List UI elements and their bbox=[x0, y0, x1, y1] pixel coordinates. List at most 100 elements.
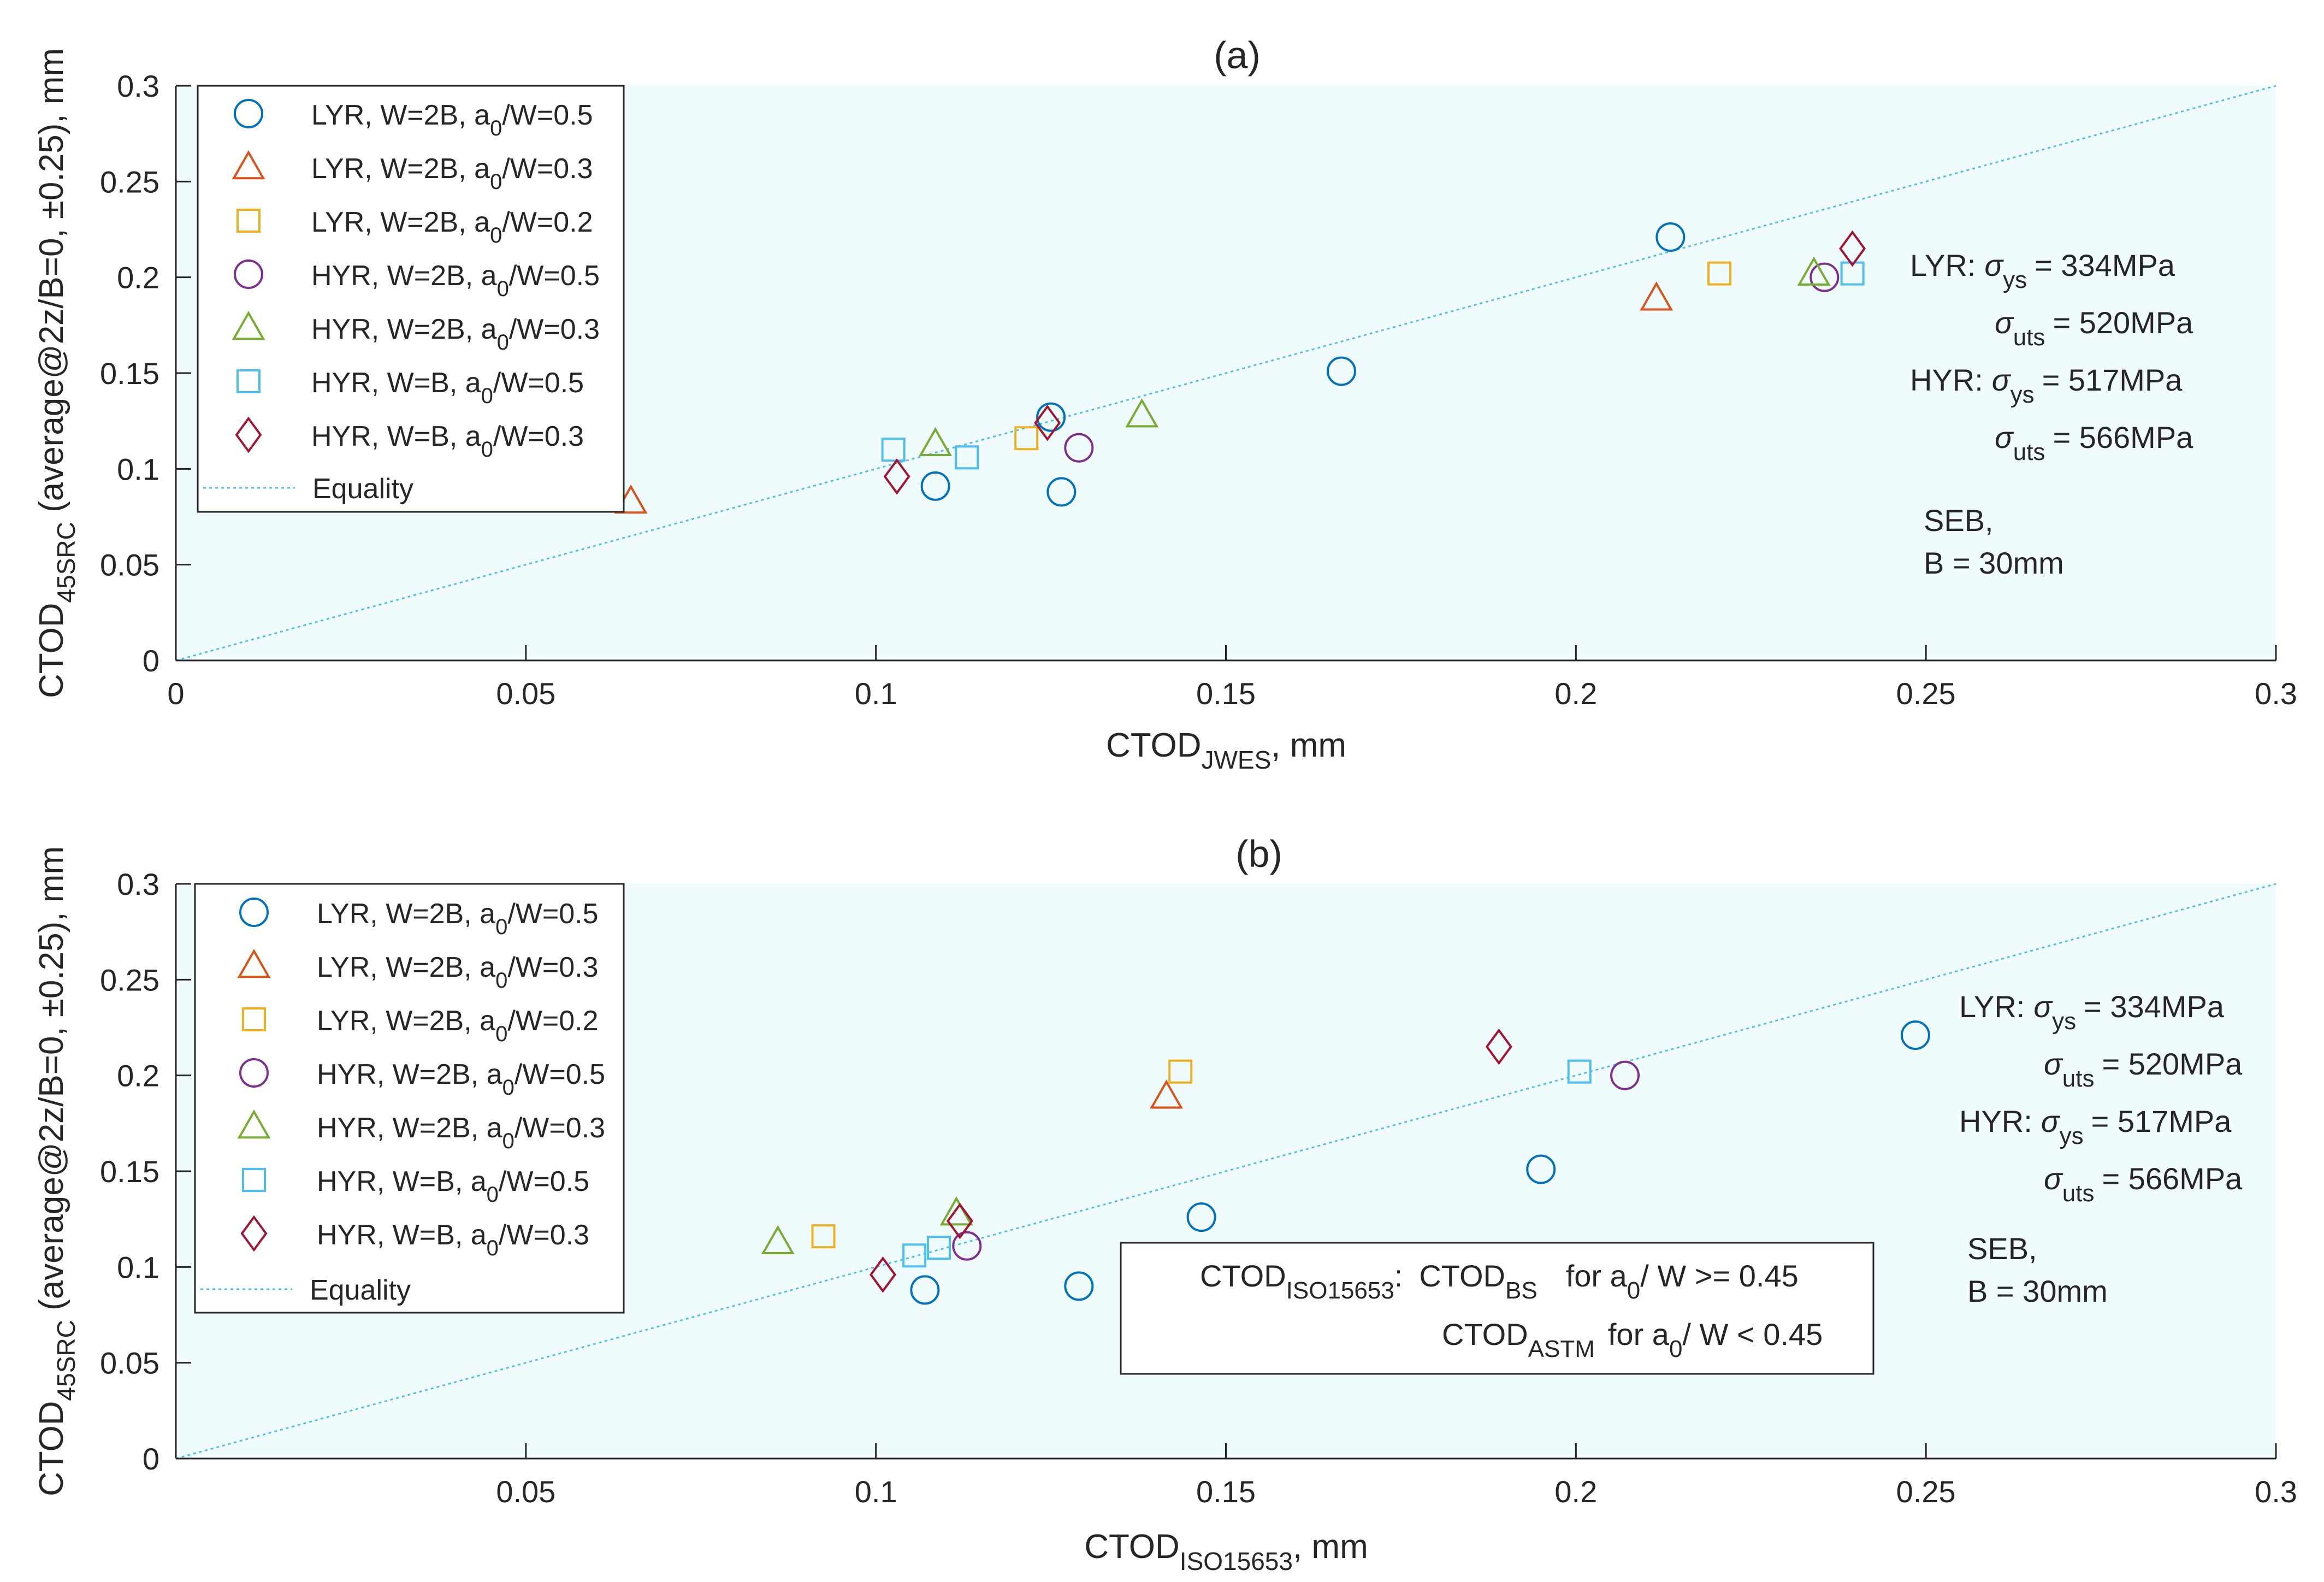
data-point bbox=[1839, 230, 1866, 267]
svg-text:SEB,: SEB, bbox=[1924, 503, 1994, 538]
panel-a-equality-line bbox=[175, 85, 2276, 662]
legend-marker bbox=[232, 150, 265, 180]
y-tick-label: 0.25 bbox=[100, 963, 159, 997]
data-point bbox=[920, 471, 950, 501]
panel-a-x-label: CTODJWES, mm bbox=[1106, 727, 1346, 774]
svg-text:HYR:σys= 517MPa: HYR: σys = 517MPa bbox=[1910, 363, 2183, 408]
panel-b-y-label: CTOD45SRC (average@2z/B=0, ±0.25), mm bbox=[33, 846, 80, 1496]
data-point bbox=[1186, 1202, 1216, 1232]
data-point bbox=[811, 1224, 836, 1249]
panel-a-legend: LYR, W=2B, a0/W=0.5 LYR, W=2B, a0/W=0.3 LY… bbox=[197, 85, 625, 513]
y-tick-label: 0.05 bbox=[100, 1346, 159, 1380]
data-point bbox=[1036, 402, 1066, 432]
legend-marker bbox=[234, 259, 263, 289]
data-point bbox=[955, 445, 979, 470]
panel-a-material-annotation: LYR: σys = 334MPa σuts = 520MPa HYR: σys = 51… bbox=[1910, 248, 2193, 580]
data-point bbox=[1064, 433, 1094, 463]
legend-entry: HYR, W=B, a0/W=0.5 bbox=[317, 1166, 589, 1207]
legend-marker bbox=[237, 1109, 271, 1139]
legend-entry: LYR, W=2B, a0/W=0.2 bbox=[311, 206, 593, 247]
legend-entry: HYR, W=2B, a0/W=0.3 bbox=[317, 1112, 605, 1153]
data-point bbox=[1526, 1154, 1556, 1184]
panel-a-legend-equality-label: Equality bbox=[312, 473, 413, 505]
panel-b-x-label: CTODISO15653, mm bbox=[1084, 1528, 1368, 1575]
legend-entry: LYR, W=2B, a0/W=0.3 bbox=[311, 153, 593, 194]
panel-b-points bbox=[761, 1020, 1930, 1305]
x-tick-label: 0.2 bbox=[1554, 1474, 1597, 1509]
y-tick-label: 0.1 bbox=[117, 1250, 159, 1284]
data-point bbox=[1610, 1060, 1640, 1090]
svg-text:LYR:σys= 334MPa: LYR: σys = 334MPa bbox=[1910, 248, 2175, 293]
legend-marker bbox=[232, 310, 265, 340]
data-point bbox=[1150, 1079, 1184, 1109]
data-point bbox=[919, 427, 953, 456]
legend-marker bbox=[242, 1168, 266, 1192]
data-point bbox=[1655, 222, 1686, 252]
x-tick-label: 0.3 bbox=[2255, 676, 2297, 711]
data-point bbox=[1014, 426, 1039, 451]
y-tick-label: 0.15 bbox=[100, 356, 159, 391]
panel-b-method-box: CTODISO15653: CTODBS for a0/ W >= 0.45 CTO… bbox=[1120, 1242, 1874, 1375]
panel-b-material-annotation: LYR: σys = 334MPa σuts = 520MPa HYR: σys = 51… bbox=[1959, 989, 2243, 1308]
panel-a-x-ticks: 0 0.05 0.1 0.15 0.2 0.25 0.3 bbox=[167, 645, 2297, 711]
x-tick-label: 0.25 bbox=[1896, 1474, 1956, 1509]
data-point bbox=[1326, 356, 1356, 386]
data-point bbox=[1840, 261, 1865, 286]
legend-entry: LYR, W=2B, a0/W=0.5 bbox=[311, 99, 593, 140]
data-point bbox=[902, 1243, 927, 1268]
data-point bbox=[883, 458, 910, 495]
svg-text:σuts= 520MPa: σuts = 520MPa bbox=[1995, 305, 2193, 351]
data-point bbox=[952, 1231, 982, 1261]
data-point bbox=[1034, 404, 1061, 441]
x-tick-label: 0.05 bbox=[496, 1474, 555, 1509]
legend-marker bbox=[235, 416, 262, 453]
x-tick-label: 0.05 bbox=[496, 676, 555, 711]
y-tick-label: 0.3 bbox=[117, 69, 159, 103]
panel-a-points bbox=[614, 222, 1866, 514]
x-tick-label: 0.15 bbox=[1196, 1474, 1256, 1509]
y-tick-label: 0.25 bbox=[100, 164, 159, 199]
panel-a-y-ticks: 0 0.05 0.1 0.15 0.2 0.25 0.3 bbox=[100, 69, 191, 678]
y-tick-label: 0.2 bbox=[117, 261, 159, 295]
legend-entry: HYR, W=2B, a0/W=0.5 bbox=[317, 1059, 605, 1100]
y-tick-label: 0 bbox=[143, 644, 159, 678]
x-tick-label: 0.1 bbox=[855, 1474, 897, 1509]
svg-text:σuts= 566MPa: σuts = 566MPa bbox=[2044, 1161, 2243, 1207]
data-point bbox=[946, 1202, 973, 1239]
panel-b-x-ticks: 0.05 0.1 0.15 0.2 0.25 0.3 bbox=[496, 1443, 2297, 1509]
panel-a-y-label: CTOD45SRC (average@2z/B=0, ±0.25), mm bbox=[33, 48, 80, 698]
data-point bbox=[1809, 262, 1840, 292]
svg-text:σuts= 520MPa: σuts = 520MPa bbox=[2044, 1047, 2243, 1092]
data-point bbox=[1125, 398, 1159, 428]
svg-text:σuts= 566MPa: σuts = 566MPa bbox=[1995, 420, 2193, 465]
y-tick-label: 0 bbox=[143, 1442, 159, 1476]
legend-marker bbox=[237, 948, 271, 978]
panel-b: (b) 0.05 0.1 0.15 0.2 0.25 0.3 00.050.10.150.… bbox=[33, 833, 2297, 1575]
legend-marker bbox=[239, 898, 269, 927]
svg-text:HYR:σys= 517MPa: HYR: σys = 517MPa bbox=[1959, 1104, 2232, 1149]
legend-entry: HYR, W=2B, a0/W=0.3 bbox=[311, 314, 600, 355]
legend-entry: LYR, W=2B, a0/W=0.2 bbox=[317, 1005, 599, 1046]
data-point bbox=[1900, 1020, 1930, 1050]
data-point bbox=[910, 1275, 940, 1305]
y-tick-label: 0.05 bbox=[100, 548, 159, 582]
legend-entry: HYR, W=B, a0/W=0.3 bbox=[317, 1219, 589, 1260]
legend-marker bbox=[234, 99, 263, 128]
data-point bbox=[870, 1256, 896, 1293]
y-tick-label: 0.15 bbox=[100, 1154, 159, 1189]
legend-entry: LYR, W=2B, a0/W=0.3 bbox=[317, 952, 599, 993]
legend-entry: HYR, W=B, a0/W=0.3 bbox=[311, 421, 584, 462]
legend-marker bbox=[242, 1007, 266, 1031]
data-point bbox=[1797, 256, 1831, 286]
legend-marker bbox=[240, 1215, 268, 1252]
x-tick-label: 0.1 bbox=[855, 676, 897, 711]
legend-marker bbox=[239, 1058, 269, 1088]
svg-text:SEB,: SEB, bbox=[1967, 1231, 2037, 1266]
legend-entry: HYR, W=2B, a0/W=0.5 bbox=[311, 260, 600, 301]
panel-a: (a) 0 0.05 0.1 0.15 0.2 0.25 0.3 00.050.10.150… bbox=[33, 34, 2297, 774]
legend-entry: LYR, W=2B, a0/W=0.5 bbox=[317, 898, 599, 939]
legend-entry: HYR, W=B, a0/W=0.5 bbox=[311, 367, 584, 408]
